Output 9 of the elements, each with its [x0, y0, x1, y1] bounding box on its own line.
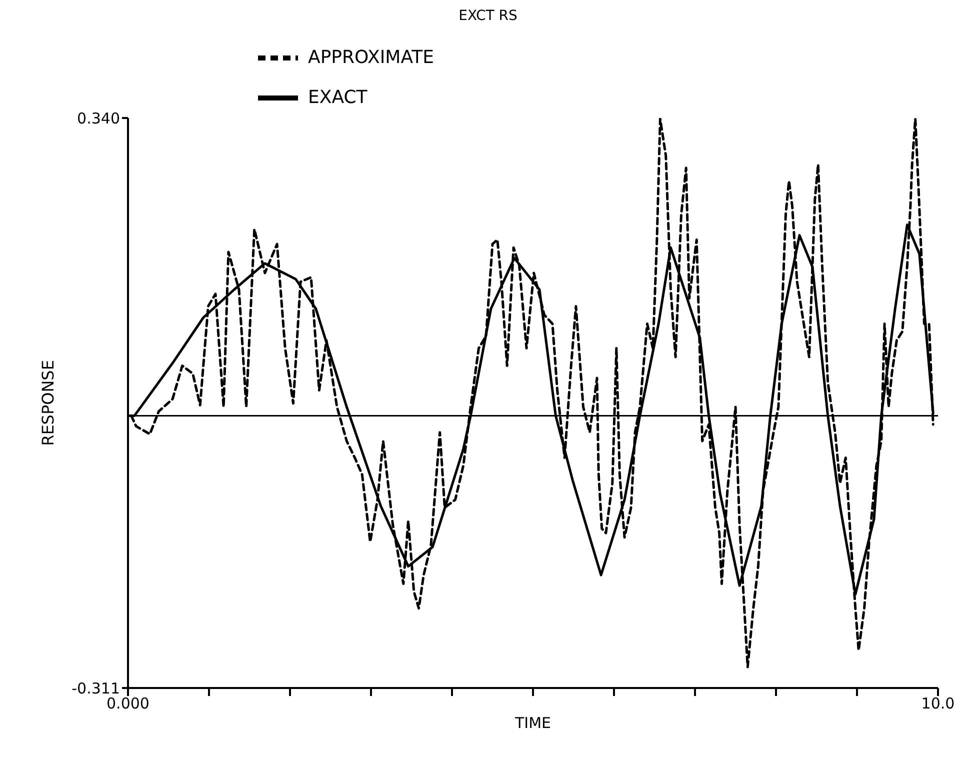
x-tick-label: 0.000 — [106, 694, 150, 713]
x-axis-title: TIME — [514, 714, 552, 732]
chart-title: EXCT RS — [458, 8, 518, 24]
legend-label: EXACT — [308, 86, 368, 108]
y-tick-label: 0.340 — [77, 109, 120, 128]
legend-label: APPROXIMATE — [308, 46, 434, 68]
y-tick-label: -0.311 — [72, 679, 120, 698]
x-tick-label: 10.0 — [921, 694, 955, 713]
y-axis-title: RESPONSE — [38, 360, 58, 446]
